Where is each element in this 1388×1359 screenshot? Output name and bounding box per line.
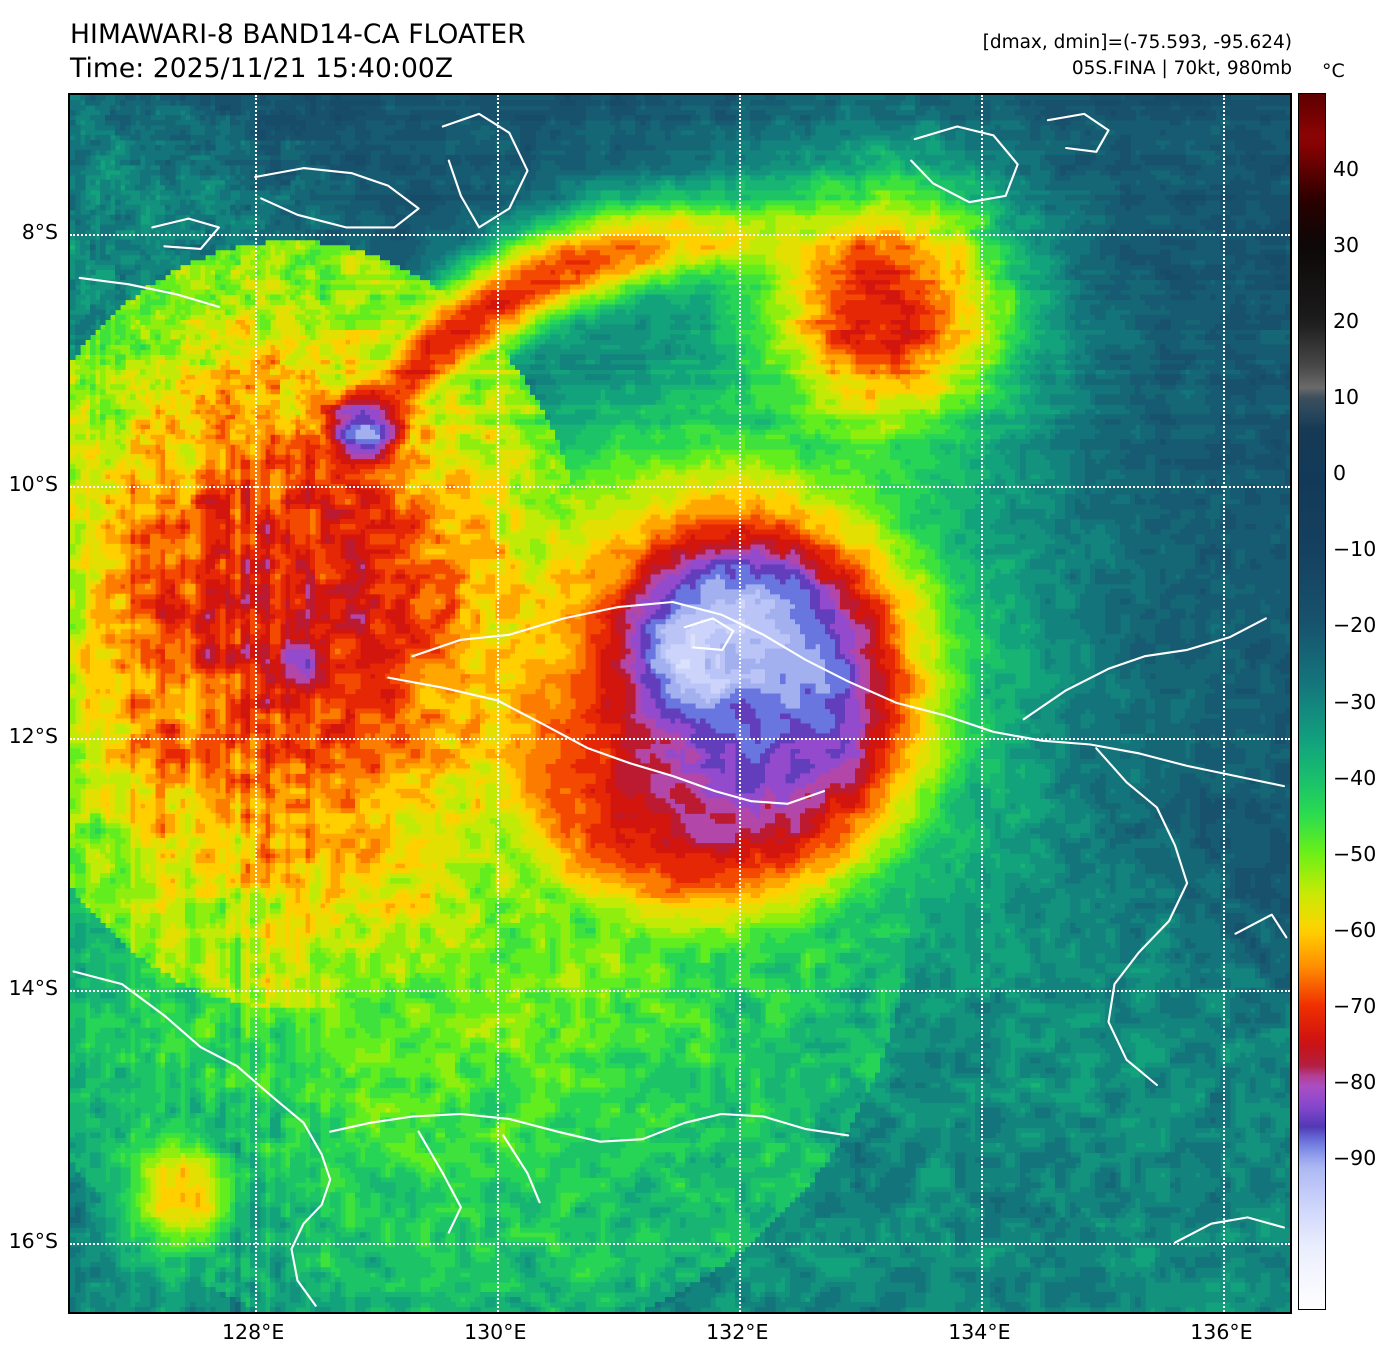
colorbar-tick-9: −50 — [1333, 841, 1377, 866]
lat-tick-1: 10°S — [8, 471, 58, 496]
satellite-image-plot[interactable]: Copyright © 2020-2025 Dapiya — [68, 93, 1292, 1314]
colorbar-tick-2: 20 — [1333, 309, 1360, 334]
page-title: HIMAWARI-8 BAND14-CA FLOATER Time: 2025/1… — [70, 18, 526, 86]
colorbar-tick-1: 30 — [1333, 233, 1360, 258]
colorbar-gradient — [1299, 94, 1325, 1309]
storm-info-label: 05S.FINA | 70kt, 980mb — [1071, 58, 1292, 79]
colorbar-tick-5: −10 — [1333, 537, 1377, 562]
lat-tick-4: 16°S — [8, 1228, 58, 1253]
lon-tick-2: 132°E — [706, 1320, 769, 1344]
colorbar-tick-7: −30 — [1333, 689, 1377, 714]
colorbar-tick-13: −90 — [1333, 1145, 1377, 1170]
colorbar-tick-12: −80 — [1333, 1069, 1377, 1094]
colorbar-tick-3: 10 — [1333, 385, 1360, 410]
colorbar-tick-8: −40 — [1333, 765, 1377, 790]
lon-tick-4: 136°E — [1190, 1320, 1253, 1344]
dminmax-label: [dmax, dmin]=(-75.593, -95.624) — [982, 32, 1292, 53]
lon-tick-3: 134°E — [948, 1320, 1011, 1344]
colorbar-tick-0: 40 — [1333, 157, 1360, 182]
lat-tick-3: 14°S — [8, 976, 58, 1001]
lon-tick-1: 130°E — [464, 1320, 527, 1344]
colorbar-tick-4: 0 — [1333, 461, 1347, 486]
product-title: HIMAWARI-8 BAND14-CA FLOATER — [70, 19, 526, 50]
infrared-satellite-raster — [70, 95, 1290, 1312]
colorbar-tick-10: −60 — [1333, 917, 1377, 942]
temperature-colorbar[interactable] — [1298, 93, 1326, 1310]
colorbar-tick-11: −70 — [1333, 993, 1377, 1018]
lon-tick-0: 128°E — [222, 1320, 285, 1344]
lat-tick-2: 12°S — [8, 724, 58, 749]
lat-tick-0: 8°S — [21, 219, 58, 244]
colorbar-tick-6: −20 — [1333, 613, 1377, 638]
header-metadata: [dmax, dmin]=(-75.593, -95.624) 05S.FINA … — [983, 30, 1292, 82]
colorbar-unit-label: °C — [1322, 60, 1345, 82]
timestamp-label: Time: 2025/11/21 15:40:00Z — [70, 53, 454, 84]
